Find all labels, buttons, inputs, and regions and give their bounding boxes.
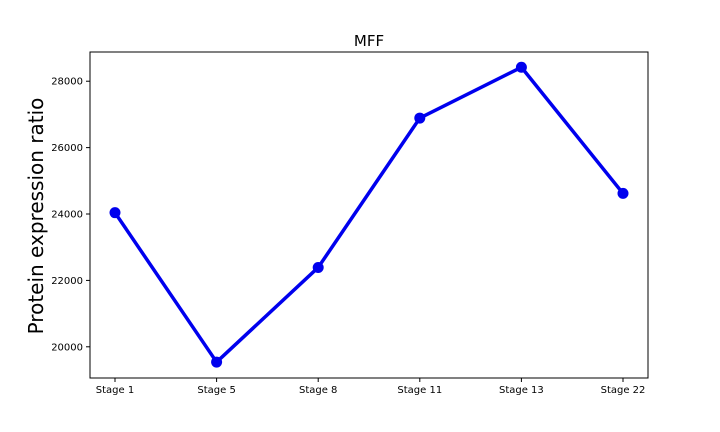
y-tick-label: 26000 (51, 143, 83, 154)
y-tick-label: 20000 (51, 342, 83, 353)
x-axis: Stage 1 Stage 5 Stage 8 Stage 11 Stage 13 Sta… (96, 378, 646, 396)
y-axis-label: Protein expression ratio (24, 98, 48, 335)
plot-marks (109, 61, 629, 368)
chart-title: MFF (354, 32, 384, 50)
x-tick-label: Stage 22 (601, 385, 646, 396)
data-point (515, 61, 527, 73)
y-tick-label: 28000 (51, 77, 83, 88)
x-tick-label: Stage 8 (299, 385, 337, 396)
data-point (414, 112, 426, 124)
x-tick-label: Stage 5 (197, 385, 235, 396)
x-tick-label: Stage 1 (96, 385, 134, 396)
data-point (312, 261, 324, 273)
y-tick-label: 22000 (51, 276, 83, 287)
y-axis: 20000 22000 24000 26000 28000 (51, 77, 90, 353)
data-point (109, 207, 121, 219)
x-tick-label: Stage 11 (397, 385, 442, 396)
data-point (211, 356, 223, 368)
x-tick-label: Stage 13 (499, 385, 544, 396)
series-line (113, 65, 625, 364)
y-tick-label: 24000 (51, 210, 83, 221)
plot-frame (89, 51, 649, 379)
data-point (617, 187, 629, 199)
